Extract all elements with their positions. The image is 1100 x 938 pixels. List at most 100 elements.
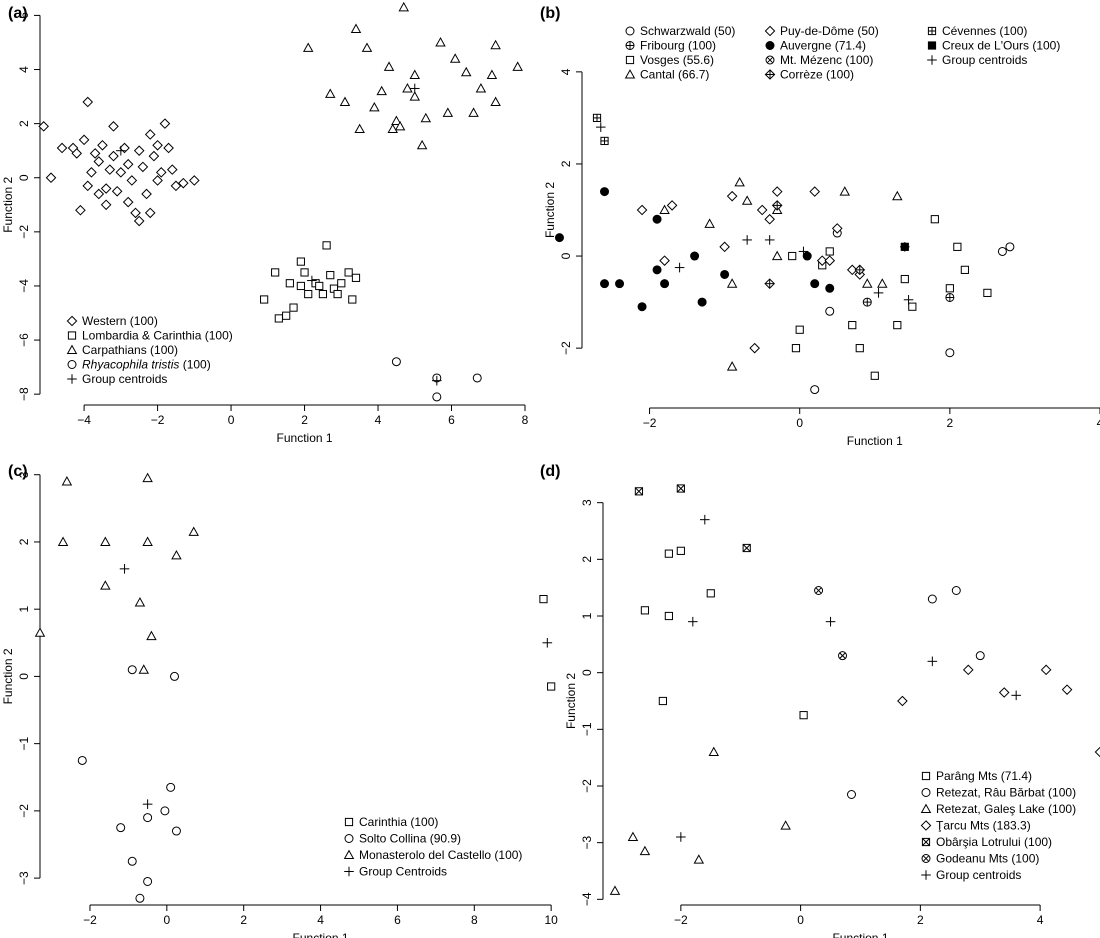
series-group-centroids [119, 564, 553, 809]
scatter-panel-d: (d) −2 0 2 4 Function 1 −4 −3 −2 −1 0 1 2 3 Function 2… [540, 463, 1100, 938]
data-point [152, 175, 163, 186]
data-point [333, 289, 342, 299]
scatter-panel-c: (c) −2 0 2 4 6 8 10 Function 1 −3 −2 −1 0 1 2 3 Function… [1, 463, 558, 938]
x-tick-label: 6 [448, 413, 455, 427]
data-point [143, 813, 153, 823]
data-point [57, 536, 69, 546]
data-point [658, 696, 667, 706]
legend-marker [764, 69, 776, 80]
legend-marker [625, 55, 635, 65]
data-point [688, 616, 698, 627]
panel-label: (d) [540, 463, 560, 480]
legend-item-lombardia-carinthia-100: Lombardia & Carinthia (100) [67, 329, 233, 343]
legend-item-correze-100: Corrèze (100) [764, 68, 854, 82]
legend-item-carpathians-100: Carpathians (100) [66, 343, 178, 357]
data-point [126, 175, 138, 186]
data-point [93, 156, 105, 167]
legend-item-monasterolo-del-castello-100: Monasterolo del Castello (100) [343, 848, 522, 862]
data-point [318, 289, 328, 299]
y-tick-label: −2 [580, 779, 594, 793]
x-axis-label: Function 1 [847, 434, 903, 448]
legend-item-mt-mezenc-100: Mt. Mézenc (100) [765, 53, 873, 67]
data-point [307, 275, 317, 286]
data-point [116, 823, 126, 833]
data-point [138, 664, 150, 674]
data-point [1005, 242, 1015, 252]
data-point [449, 53, 461, 63]
legend-label: Western (100) [82, 314, 158, 328]
data-point [475, 83, 487, 93]
data-point [539, 595, 548, 604]
data-point [664, 611, 673, 621]
legend-marker [625, 26, 635, 36]
data-point [945, 284, 954, 293]
data-point [927, 656, 938, 667]
x-tick-label: 8 [522, 413, 529, 427]
data-point [119, 564, 130, 574]
legend-label: Lombardia & Carinthia (100) [82, 329, 233, 343]
legend-marker [343, 849, 355, 860]
data-point [376, 85, 387, 96]
data-point [133, 215, 145, 227]
data-point [908, 302, 917, 311]
data-point [554, 233, 564, 243]
data-point [699, 514, 710, 525]
x-tick-label: 2 [301, 413, 308, 427]
data-point [788, 251, 797, 261]
legend-item-western-100: Western (100) [66, 314, 158, 328]
data-point [799, 711, 808, 720]
data-point [100, 536, 111, 546]
data-point [609, 885, 621, 895]
data-point [398, 1, 409, 12]
x-tick-label: −2 [83, 913, 97, 927]
legend-item-carinthia-100: Carinthia (100) [344, 815, 438, 829]
data-point [402, 83, 413, 93]
legend-marker [921, 837, 931, 847]
data-point [639, 845, 651, 856]
y-tick-label: 2 [580, 556, 594, 563]
legend-item-puy-de-dome-50: Puy-de-Dôme (50) [764, 24, 879, 38]
data-point [1094, 746, 1100, 758]
data-point [122, 158, 134, 170]
x-tick-label: −2 [674, 913, 688, 927]
legend-label: Corrèze (100) [780, 68, 854, 82]
series-godeanu-mts-100 [814, 586, 848, 661]
data-point [945, 348, 955, 358]
data-point [600, 136, 609, 146]
data-point [825, 283, 835, 293]
data-point [302, 42, 314, 52]
data-point [706, 589, 715, 598]
data-point [652, 265, 662, 275]
data-point [296, 281, 305, 291]
data-point [595, 122, 606, 132]
data-point [56, 142, 68, 154]
data-point [326, 271, 335, 280]
data-point [146, 630, 157, 641]
y-tick-label: −3 [17, 871, 31, 885]
data-point [1011, 690, 1021, 701]
legend-marker [927, 55, 937, 65]
data-point [391, 357, 401, 367]
y-axis-label: Function 2 [1, 648, 15, 704]
legend-marker [764, 25, 776, 37]
series-retezat-gales-lake-100 [609, 746, 791, 895]
series-cantal-66-7 [659, 176, 903, 371]
data-point [742, 543, 751, 553]
x-axis: −2 0 2 4 Function 1 [674, 904, 1044, 938]
legend-item-godeanu-mts-100: Godeanu Mts (100) [921, 852, 1039, 866]
data-point [97, 139, 108, 151]
data-point [855, 344, 864, 353]
legend-marker [927, 26, 937, 36]
data-point [122, 196, 134, 208]
legend-label: Solto Collina (90.9) [359, 832, 461, 846]
legend-label: Puy-de-Dôme (50) [780, 24, 879, 38]
series-monasterolo-del-castello-100 [34, 472, 199, 674]
legend-label: Vosges (55.6) [640, 53, 714, 67]
data-point [325, 88, 336, 98]
x-tick-label: 4 [375, 413, 382, 427]
data-point [636, 204, 648, 216]
data-point [77, 755, 87, 765]
y-tick-label: 1 [17, 606, 31, 613]
data-point [824, 255, 836, 266]
y-tick-label: −2 [17, 225, 31, 239]
